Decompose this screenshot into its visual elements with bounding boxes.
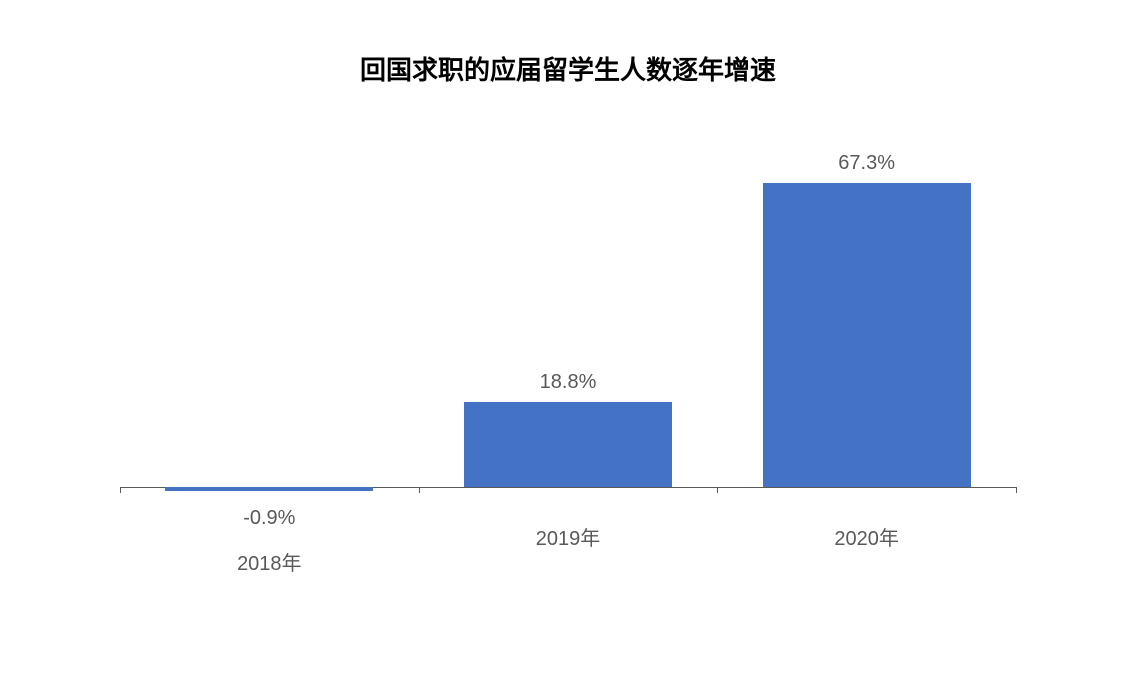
- plot-area: -0.9%2018年18.8%2019年67.3%2020年: [120, 147, 1016, 547]
- x-axis-label: 2020年: [834, 522, 899, 551]
- axis-tick: [120, 487, 121, 493]
- data-label: -0.9%: [243, 507, 295, 530]
- axis-tick: [1016, 487, 1017, 493]
- data-label: 67.3%: [838, 152, 895, 175]
- bar: [763, 183, 971, 487]
- bar: [165, 487, 373, 491]
- chart-title: 回国求职的应届留学生人数逐年增速: [120, 50, 1016, 87]
- x-axis-label: 2019年: [536, 522, 601, 551]
- x-axis-label: 2018年: [237, 547, 302, 576]
- data-label: 18.8%: [540, 371, 597, 394]
- axis-tick: [717, 487, 718, 493]
- bar: [464, 402, 672, 487]
- chart-container: 回国求职的应届留学生人数逐年增速 -0.9%2018年18.8%2019年67.…: [0, 0, 1136, 686]
- axis-tick: [419, 487, 420, 493]
